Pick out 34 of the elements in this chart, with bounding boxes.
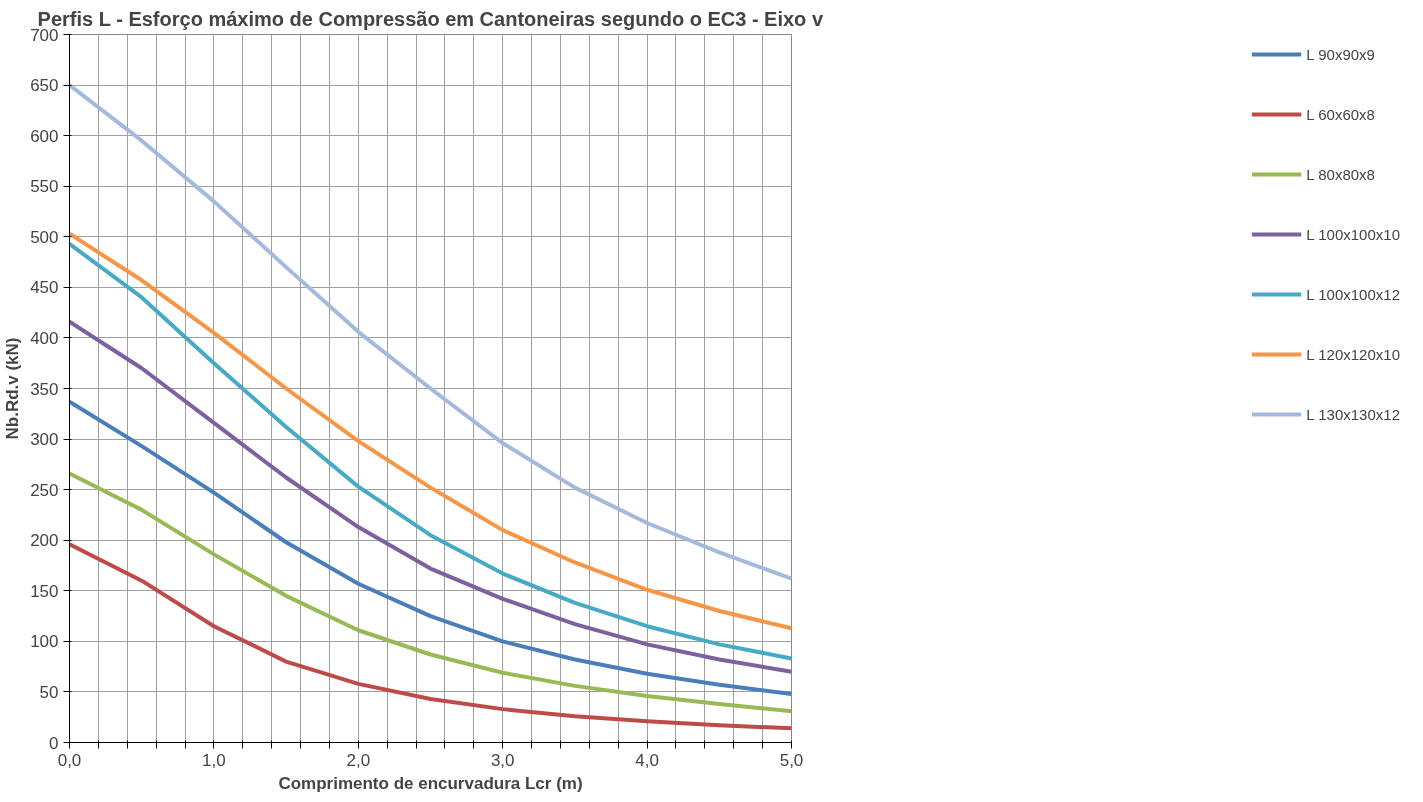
y-tick-label: 650 (30, 76, 59, 96)
y-tick-label: 500 (30, 227, 59, 247)
x-axis-title: Comprimento de encurvadura Lcr (m) (278, 773, 583, 793)
y-tick-label: 400 (30, 328, 59, 348)
y-tick-label: 50 (39, 682, 59, 702)
x-tick-label: 1,0 (202, 750, 226, 770)
y-tick-label: 450 (30, 278, 59, 298)
y-tick-label: 200 (30, 531, 59, 551)
x-tick-label: 5,0 (779, 750, 804, 770)
y-tick-label: 600 (30, 126, 59, 146)
x-tick-label: 0,0 (57, 750, 82, 770)
legend-label: L 90x90x9 (1306, 45, 1375, 63)
legend-label: L 100x100x10 (1306, 225, 1400, 243)
legend-label: L 100x100x12 (1306, 285, 1400, 303)
y-tick-label: 350 (30, 379, 59, 399)
x-tick-label: 3,0 (490, 750, 515, 770)
legend-label: L 130x130x12 (1306, 405, 1400, 423)
x-tick-label: 4,0 (635, 750, 659, 770)
line-series (69, 471, 792, 714)
x-tick-label: 2,0 (346, 750, 371, 770)
y-tick-label: 0 (49, 733, 59, 753)
y-tick-label: 300 (30, 430, 59, 450)
legend-label: L 120x120x10 (1306, 345, 1400, 363)
y-tick-label: 100 (30, 632, 59, 652)
y-tick-label: 150 (30, 581, 59, 601)
line-series (69, 399, 792, 696)
line-series (69, 542, 792, 731)
line-series (69, 319, 792, 674)
y-axis-title: Nb.Rd.v (kN) (3, 337, 23, 440)
y-tick-label: 250 (30, 480, 59, 500)
legend-label: L 60x60x8 (1306, 105, 1375, 123)
line-series (69, 83, 792, 581)
y-tick-label: 550 (30, 177, 59, 197)
legend-label: L 80x80x8 (1306, 165, 1375, 183)
